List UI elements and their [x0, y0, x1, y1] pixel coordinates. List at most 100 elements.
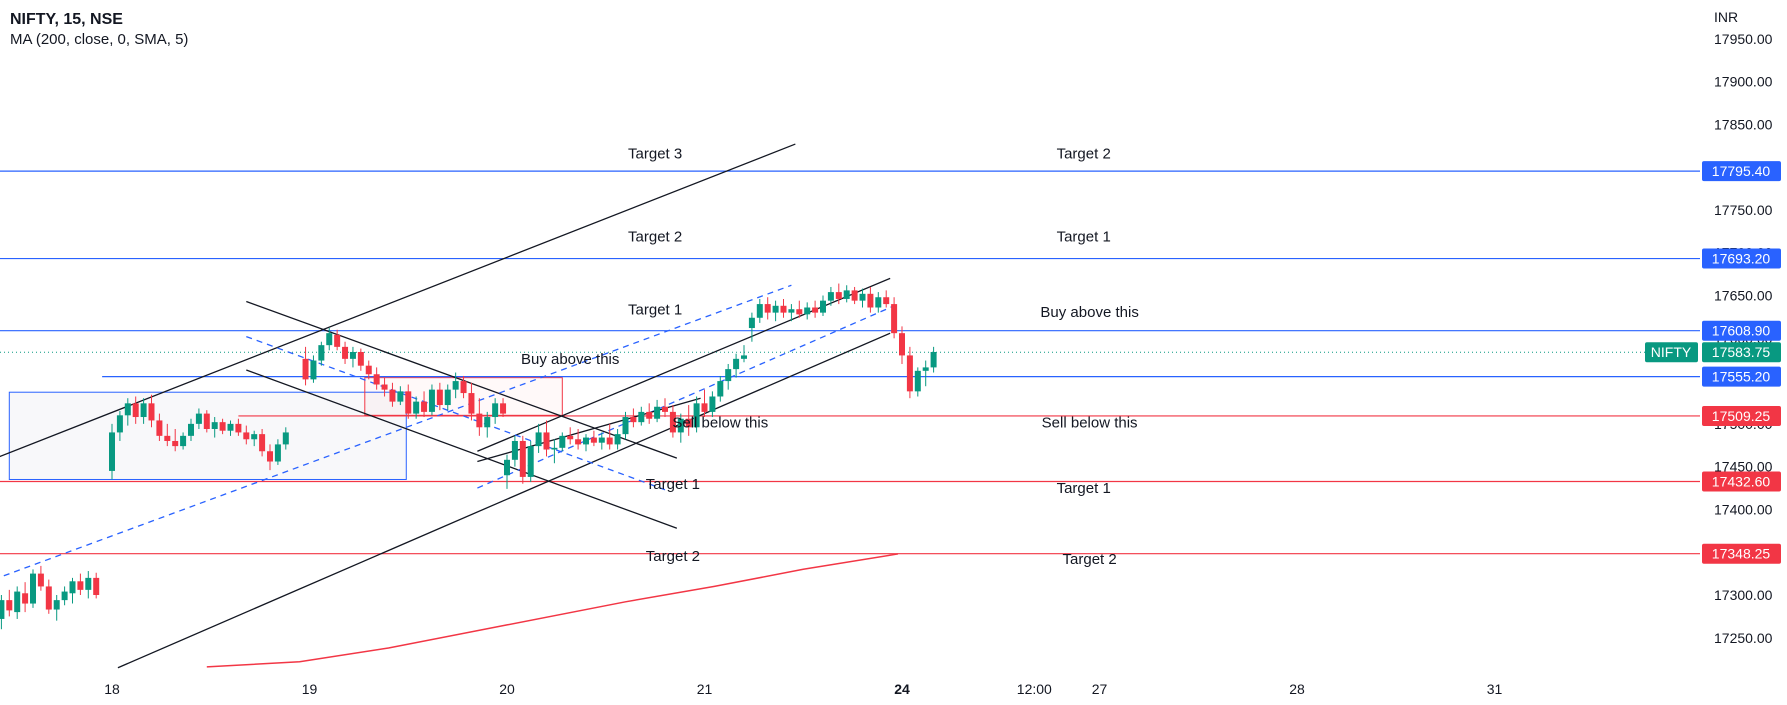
price-tick-label: 17250.00 — [1714, 630, 1773, 646]
candle-95 — [756, 298, 763, 323]
annotation-4: Sell below this — [672, 414, 768, 431]
candle-17 — [132, 396, 139, 424]
candle-body — [780, 305, 787, 313]
time-axis[interactable]: 18 19 20 21 24 12:00 27 28 31 — [104, 681, 1502, 697]
candle-53 — [428, 384, 435, 416]
candle-5 — [30, 569, 36, 608]
candle-body — [30, 573, 36, 604]
candle-45 — [365, 360, 372, 380]
candle-73 — [583, 434, 589, 452]
candle-63 — [504, 454, 510, 489]
candle-body — [827, 292, 834, 301]
candle-91 — [725, 363, 732, 390]
candle-body — [172, 440, 179, 447]
candle-31 — [243, 425, 250, 445]
candle-body — [764, 304, 771, 313]
candle-18 — [140, 398, 147, 424]
candle-body — [219, 422, 226, 431]
annotation-3: Buy above this — [521, 351, 619, 368]
candle-body — [899, 333, 905, 356]
candle-body — [156, 420, 163, 436]
candle-body — [69, 581, 76, 594]
level-price-tag-5: 17432.60 — [1702, 471, 1781, 492]
candle-body — [365, 365, 372, 375]
candle-body — [428, 389, 435, 412]
candle-body — [669, 411, 676, 433]
candle-99 — [788, 304, 795, 322]
candle-body — [22, 593, 29, 604]
candle-15 — [116, 411, 123, 441]
candle-114 — [906, 346, 913, 399]
candle-76 — [606, 423, 613, 450]
candle-body — [45, 586, 52, 610]
candle-body — [413, 401, 420, 414]
candle-body — [349, 351, 356, 359]
ma-200-line — [206, 553, 899, 668]
price-tag-background — [1702, 248, 1781, 269]
time-tick-label: 21 — [697, 681, 713, 697]
candle-body — [389, 389, 396, 402]
annotation-11: Target 1 — [1057, 480, 1111, 497]
annotation-5: Target 1 — [646, 476, 700, 493]
symbol-badge-background — [1645, 342, 1698, 363]
price-tag-background — [1702, 471, 1781, 492]
candle-body — [796, 309, 803, 315]
time-tick-label: 24 — [894, 681, 910, 697]
candle-12 — [85, 571, 92, 599]
candle-body — [444, 389, 451, 406]
trendline-1 — [117, 332, 891, 669]
candle-60 — [484, 411, 491, 438]
candle-14 — [109, 423, 115, 480]
symbol-title[interactable]: NIFTY, 15, NSE — [10, 11, 123, 28]
candle-9 — [61, 586, 68, 606]
candle-83 — [662, 398, 668, 418]
candle-27 — [211, 417, 218, 438]
candlestick-series — [0, 283, 937, 630]
candle-23 — [180, 432, 187, 450]
candle-6 — [37, 565, 44, 591]
candle-body — [883, 297, 890, 305]
candle-body — [6, 600, 13, 611]
annotation-9: Buy above this — [1040, 304, 1138, 321]
candle-88 — [701, 389, 708, 418]
currency-label: INR — [1714, 9, 1738, 25]
candle-19 — [148, 394, 155, 428]
indicator-label[interactable]: MA (200, close, 0, SMA, 5) — [10, 31, 189, 48]
candle-body — [77, 581, 84, 590]
annotation-1: Target 2 — [628, 229, 682, 246]
candle-93 — [741, 345, 747, 363]
candle-78 — [622, 411, 629, 440]
candle-body — [381, 384, 388, 390]
candle-57 — [460, 375, 467, 399]
candle-body — [685, 418, 692, 428]
candle-body — [492, 403, 499, 418]
candle-body — [851, 290, 858, 301]
price-tag-value: 17555.20 — [1712, 369, 1771, 385]
candle-body — [373, 374, 380, 385]
candle-81 — [646, 403, 653, 424]
candle-3 — [14, 586, 21, 619]
level-price-tag-3: 17555.20 — [1702, 366, 1781, 387]
candle-body — [812, 307, 819, 313]
price-tick-label: 17950.00 — [1714, 31, 1773, 47]
candle-116 — [922, 360, 929, 387]
annotation-0: Target 3 — [628, 146, 682, 163]
candle-body — [519, 440, 526, 477]
price-axis[interactable]: INR17950.0017900.0017850.0017800.0017750… — [1700, 0, 1787, 705]
candle-body — [575, 439, 582, 445]
candle-body — [875, 297, 882, 308]
candle-body — [820, 300, 826, 313]
candle-body — [567, 435, 574, 440]
level-price-tag-0: 17795.40 — [1702, 161, 1781, 182]
candle-body — [638, 411, 645, 423]
candle-105 — [835, 283, 842, 305]
candle-body — [476, 413, 483, 428]
candle-26 — [203, 410, 210, 433]
candle-body — [302, 358, 309, 380]
time-tick-label: 20 — [499, 681, 515, 697]
candle-43 — [349, 346, 356, 368]
candle-body — [535, 432, 542, 447]
candle-body — [606, 437, 613, 445]
candle-body — [452, 381, 459, 390]
